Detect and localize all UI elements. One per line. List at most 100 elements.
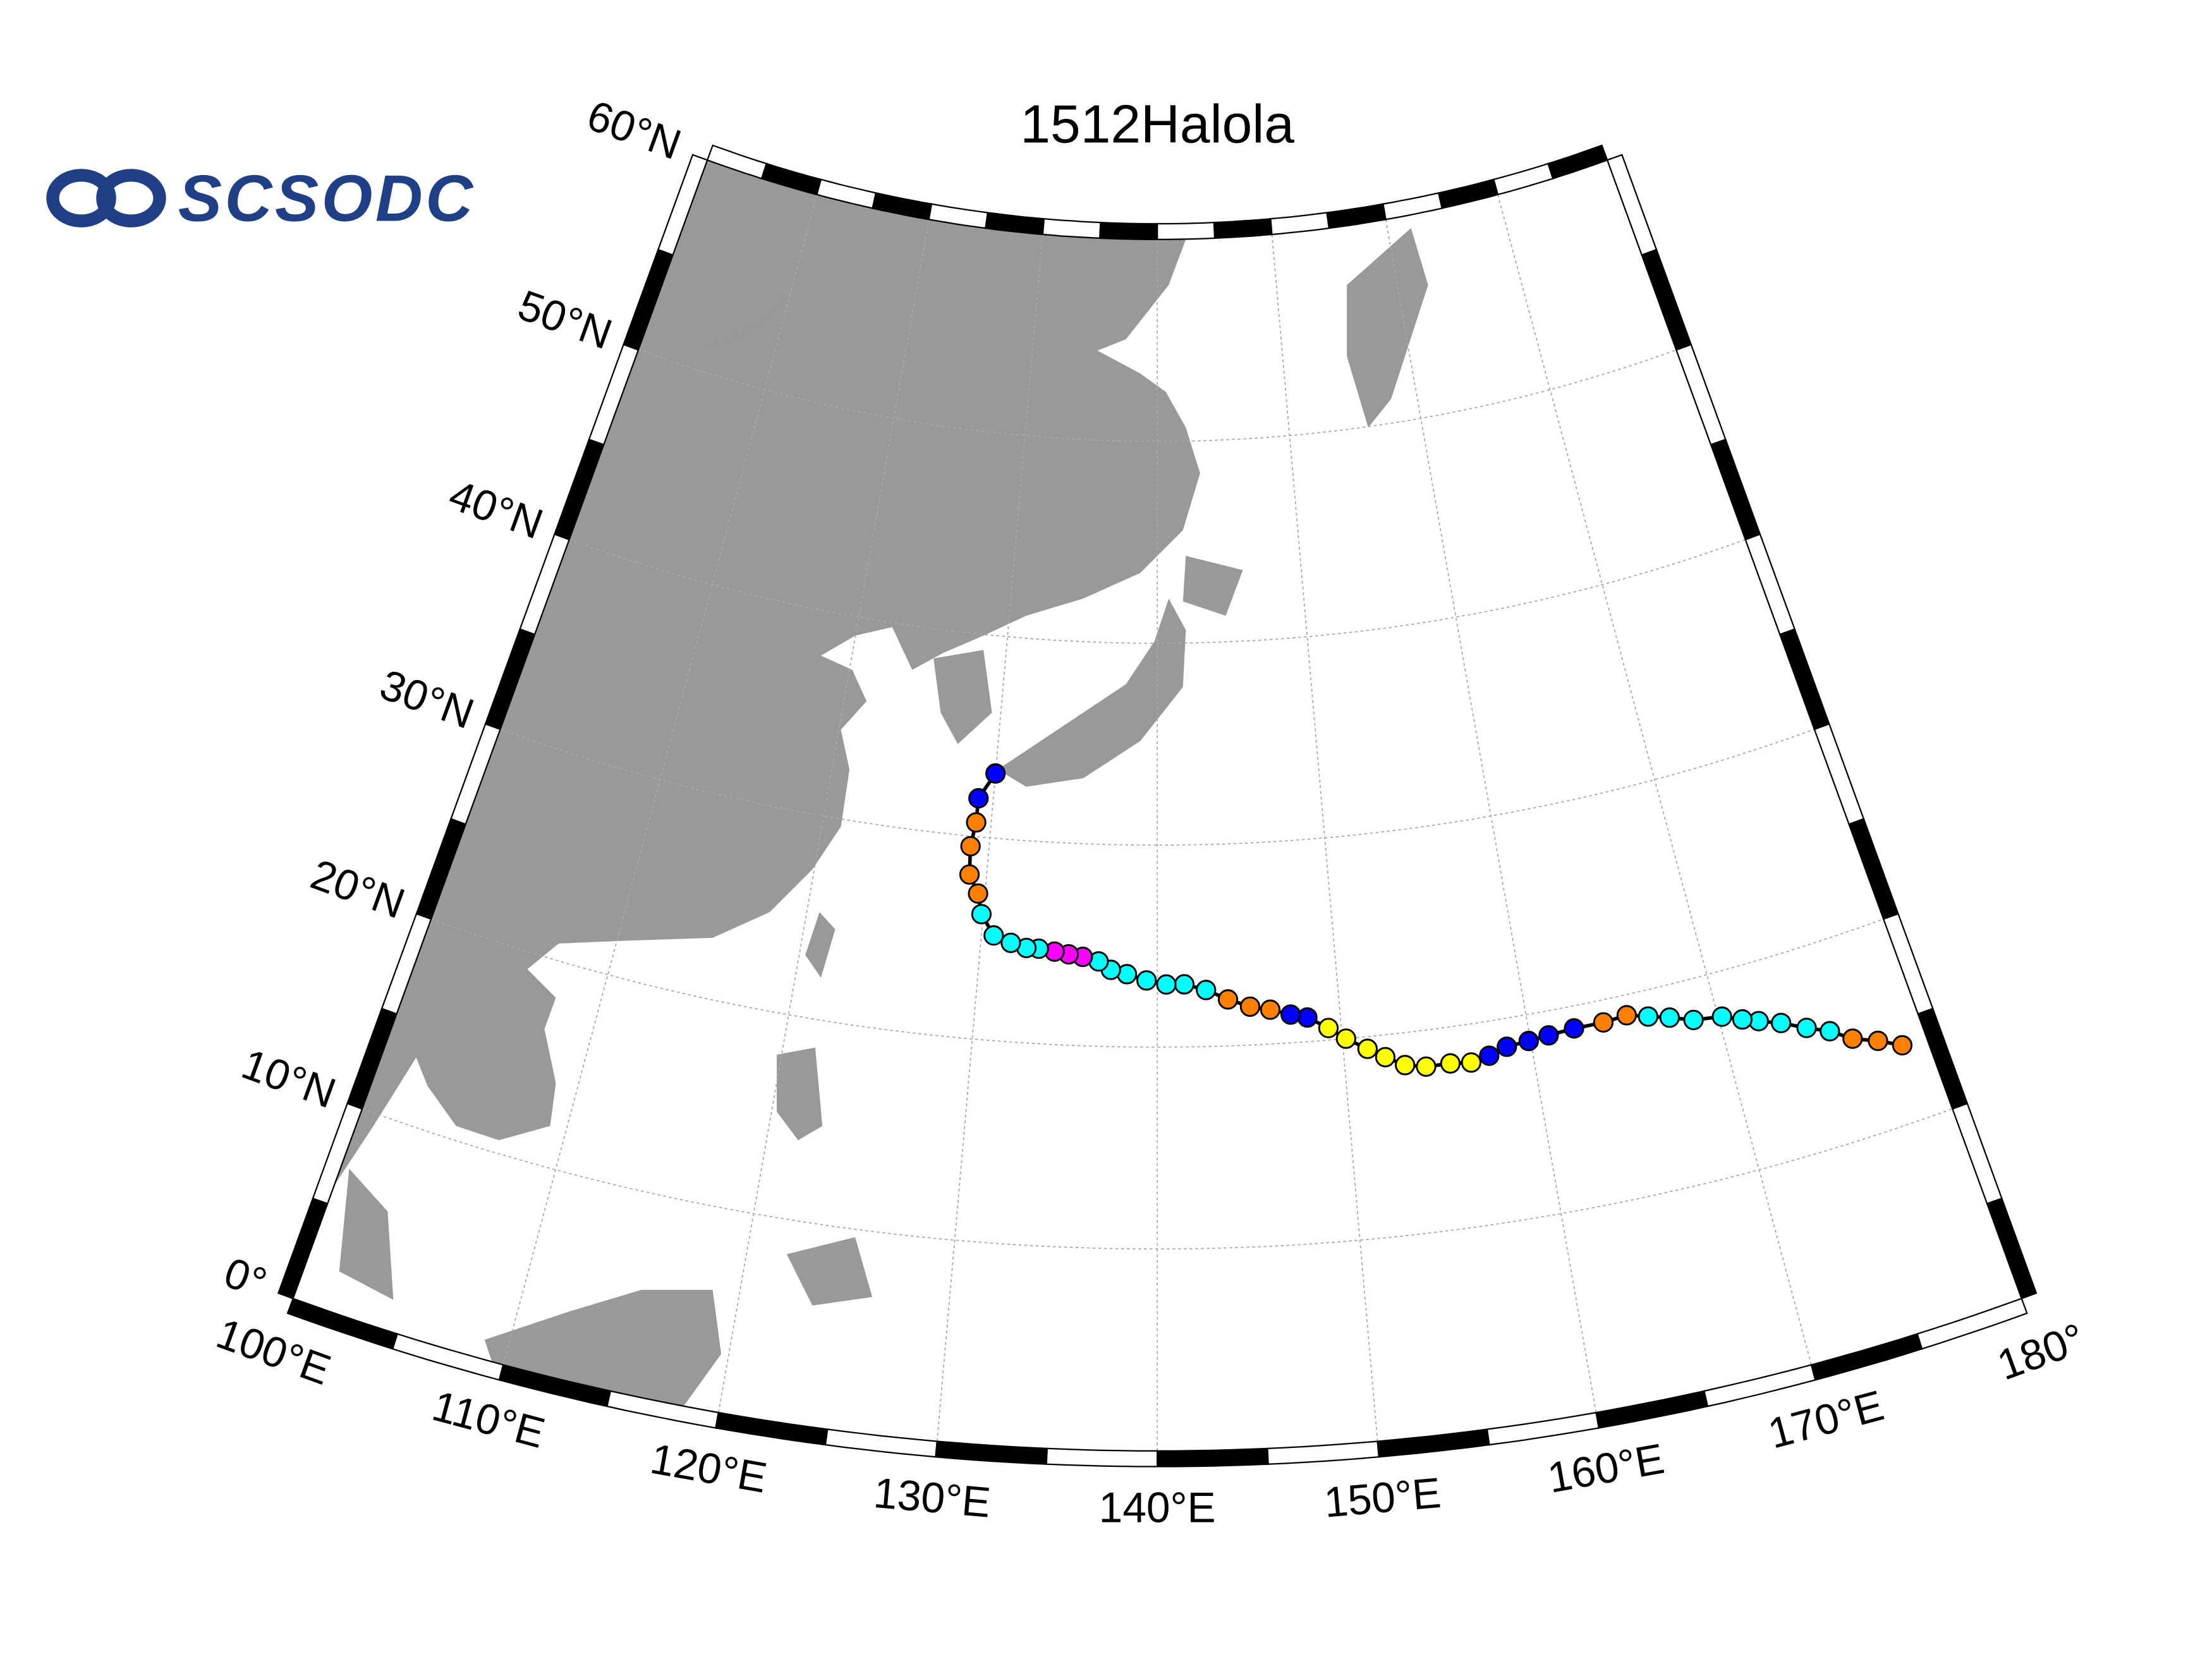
track-point — [983, 925, 1004, 946]
frame-segment — [1744, 533, 1796, 636]
frame-segment — [1326, 203, 1387, 229]
track-point — [971, 904, 992, 925]
track-point — [1593, 1012, 1614, 1033]
y-tick-label: 30°N — [374, 661, 480, 738]
track-point — [1174, 974, 1194, 995]
land-mass — [997, 599, 1186, 787]
frame-segment — [1267, 1440, 1380, 1465]
y-tick-label: 0° — [218, 1249, 272, 1308]
parallel — [500, 729, 1815, 846]
x-tick-label: 140°E — [1099, 1484, 1216, 1531]
frame-segment — [1045, 1447, 1158, 1468]
track-point — [968, 883, 988, 904]
track-point — [1239, 996, 1261, 1017]
track-point — [1440, 1053, 1461, 1074]
frame-segment — [1042, 217, 1102, 240]
track-point — [1564, 1018, 1584, 1039]
track-point — [1616, 1005, 1638, 1026]
logo: SCSODC — [46, 162, 476, 235]
track-point — [1518, 1031, 1539, 1052]
frame-segment — [1710, 438, 1761, 541]
track-point — [1375, 1047, 1396, 1067]
frame-segment — [1270, 212, 1330, 236]
track-point — [1479, 1045, 1500, 1066]
frame-segment — [1606, 154, 1658, 256]
frame-segment — [1595, 1390, 1709, 1429]
frame-segment — [1157, 221, 1216, 240]
x-tick-label: 170°E — [1763, 1382, 1888, 1457]
logo-text: SCSODC — [178, 162, 476, 235]
track-point — [1892, 1035, 1913, 1056]
frame-segment — [1882, 913, 1934, 1015]
track-point — [1732, 1009, 1753, 1030]
meridian — [1497, 194, 1812, 1365]
track-point — [966, 812, 987, 833]
track-point — [1280, 1004, 1301, 1025]
track-point — [985, 763, 1006, 784]
track-point — [1771, 1012, 1792, 1033]
land-mass — [339, 1169, 394, 1300]
frame-segment — [824, 1428, 938, 1458]
land-mass — [777, 1047, 823, 1141]
track-point — [1497, 1036, 1517, 1057]
track-point — [1335, 1028, 1356, 1049]
parallel — [569, 538, 1746, 644]
frame-segment — [1778, 628, 1830, 731]
x-tick-label: 150°E — [1322, 1469, 1443, 1527]
track-point — [1196, 980, 1217, 1000]
frame-segment — [1438, 178, 1499, 209]
frame-segment — [1376, 1428, 1490, 1458]
map-frame — [277, 144, 2038, 1468]
typhoon-track — [959, 763, 1913, 1077]
frame-segment — [1641, 248, 1692, 351]
track-point — [1416, 1056, 1437, 1077]
frame-segment — [1099, 221, 1158, 240]
frame-segment — [1916, 1297, 2028, 1350]
frame-segment — [715, 1411, 829, 1446]
frame-segment — [1813, 722, 1865, 825]
track-point — [1638, 1006, 1658, 1027]
y-tick-label: 40°N — [443, 471, 549, 549]
frame-segment — [1493, 162, 1554, 196]
track-point — [1842, 1028, 1863, 1049]
parallel — [430, 918, 1884, 1048]
frame-segment — [1848, 818, 1899, 920]
track-point — [960, 836, 981, 857]
frame-segment — [935, 1440, 1048, 1465]
track-point — [1868, 1030, 1888, 1052]
track-point — [1000, 932, 1021, 953]
frame-segment — [1986, 1197, 2038, 1300]
x-tick-label: 120°E — [647, 1435, 770, 1502]
y-tick-label: 50°N — [512, 281, 618, 358]
track-point — [1136, 970, 1157, 991]
track-point — [1318, 1018, 1339, 1038]
track-point — [1796, 1018, 1817, 1038]
frame-segment — [657, 154, 708, 256]
x-tick-label: 110°E — [427, 1382, 549, 1457]
track-point — [1659, 1007, 1680, 1028]
frame-segment — [1675, 343, 1727, 446]
x-tick-label: 130°E — [872, 1469, 992, 1527]
land-mass — [805, 912, 836, 978]
track-point — [959, 864, 980, 885]
track-point — [1820, 1021, 1840, 1042]
frame-segment — [277, 1197, 329, 1300]
y-tick-label: 20°N — [305, 851, 411, 928]
track-point — [1217, 989, 1239, 1010]
track-point — [1538, 1025, 1559, 1046]
x-tick-label: 180° — [1991, 1315, 2091, 1389]
frame-segment — [1917, 1007, 1969, 1110]
frame-segment — [1213, 217, 1273, 240]
y-tick-label: 10°N — [236, 1040, 342, 1117]
x-tick-label: 160°E — [1545, 1435, 1668, 1502]
track-point — [968, 788, 989, 809]
land-mass — [933, 650, 992, 744]
track-point — [1711, 1006, 1732, 1027]
track-point — [1156, 974, 1177, 995]
parallel — [362, 1108, 1953, 1250]
frame-segment — [1547, 144, 1608, 180]
logo-ring — [96, 169, 166, 228]
frame-segment — [1382, 192, 1443, 221]
track-point — [1260, 999, 1281, 1020]
